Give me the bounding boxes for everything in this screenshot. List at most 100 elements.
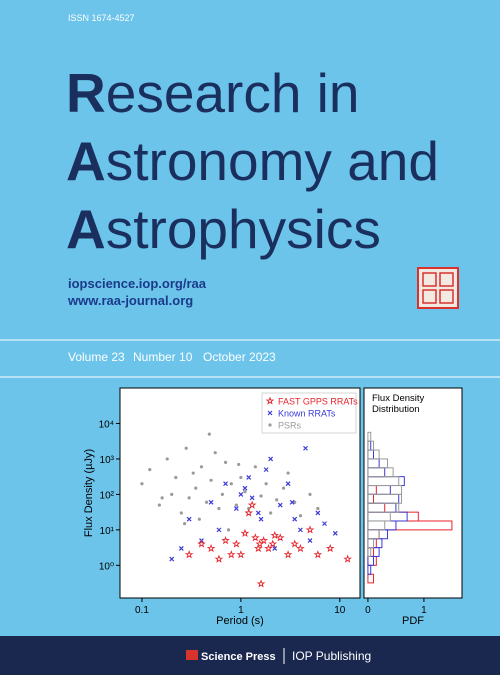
point	[160, 496, 164, 500]
point	[233, 506, 239, 511]
point	[184, 446, 188, 450]
hist-area	[363, 387, 463, 599]
point	[226, 550, 236, 559]
title-initial: A	[66, 198, 106, 260]
link: iopscience.iop.org/raa	[68, 276, 207, 291]
point	[209, 478, 213, 482]
point	[207, 432, 211, 436]
seal-glyph	[439, 289, 454, 304]
point	[214, 554, 224, 563]
point	[308, 492, 312, 497]
point	[229, 482, 233, 486]
x-axis-label: Period (s)	[216, 615, 264, 627]
point	[268, 539, 278, 548]
point	[179, 511, 183, 515]
issn: ISSN 1674-4527	[68, 13, 135, 23]
y-tick-label: 10¹	[100, 526, 115, 537]
point	[217, 506, 221, 511]
point	[183, 522, 187, 526]
point	[223, 460, 228, 464]
footer-logo	[186, 650, 198, 660]
point	[204, 500, 209, 504]
point	[332, 530, 338, 536]
legend-box	[261, 392, 357, 434]
footer-band	[0, 636, 500, 675]
point	[265, 396, 275, 405]
point	[187, 496, 191, 500]
point	[237, 462, 241, 467]
seal	[417, 267, 459, 309]
point	[289, 499, 295, 505]
point	[259, 536, 269, 545]
point	[251, 533, 260, 542]
y-tick-label: 10³	[100, 455, 115, 466]
x-axis-label: PDF	[402, 615, 424, 627]
hist-bin	[367, 431, 372, 442]
point	[255, 510, 261, 516]
point	[178, 545, 184, 551]
hist-title: Flux Density	[372, 393, 425, 404]
point	[303, 445, 308, 451]
legend-label: FAST GPPS RRATs	[278, 397, 358, 407]
point	[298, 527, 303, 533]
point	[272, 545, 278, 551]
issue-number: Number 10	[133, 350, 193, 364]
point	[322, 521, 327, 527]
x-tick-label: 0	[365, 605, 371, 616]
title-initial: R	[66, 62, 106, 124]
y-axis-label: Flux Density (µJy)	[83, 449, 95, 537]
point	[197, 539, 206, 548]
footer-publisher: Science Press	[201, 651, 276, 663]
point	[313, 550, 323, 559]
footer-publisher: IOP Publishing	[292, 649, 371, 663]
point	[246, 475, 252, 480]
point	[242, 485, 248, 491]
point	[221, 536, 230, 545]
point	[199, 465, 204, 469]
legend-label: PSRs	[278, 421, 302, 431]
point	[292, 516, 298, 522]
y-tick-label: 10²	[100, 490, 115, 501]
title-line: Astrophysics	[66, 198, 381, 260]
point	[283, 550, 293, 559]
title-rest: stronomy and	[106, 130, 439, 192]
point	[253, 543, 263, 553]
point	[184, 550, 194, 559]
point	[296, 543, 305, 553]
point	[174, 475, 178, 480]
y-tick-label: 10⁴	[99, 419, 114, 430]
point	[298, 514, 303, 518]
title-line: Astronomy and	[66, 130, 439, 192]
point	[226, 528, 231, 532]
point	[275, 498, 279, 502]
x-tick-label: 1	[421, 605, 427, 616]
point	[315, 510, 321, 516]
seal-glyph	[422, 289, 437, 304]
seal-glyph	[439, 272, 454, 287]
point	[316, 506, 320, 511]
figure: 0.1 1 10 10⁰ 10¹ 10² 10³ 10⁴ Period (s) Flux Dens…	[83, 387, 463, 627]
x-tick-label: 10	[334, 605, 346, 616]
point	[256, 579, 266, 588]
point	[275, 533, 285, 542]
point	[140, 482, 144, 486]
point	[240, 528, 250, 537]
point	[264, 543, 273, 553]
point	[277, 502, 283, 508]
point	[216, 527, 222, 533]
point	[268, 423, 272, 427]
point	[343, 554, 352, 563]
point	[232, 539, 241, 548]
point	[267, 410, 273, 416]
point	[270, 530, 280, 540]
link: www.raa-journal.org	[67, 293, 193, 308]
point	[264, 482, 268, 486]
point	[269, 511, 273, 515]
point	[244, 508, 254, 517]
point	[249, 495, 255, 501]
y-tick-label: 10⁰	[99, 561, 114, 572]
point	[238, 491, 244, 497]
x-tick-label: 0.1	[135, 605, 149, 616]
point	[281, 486, 286, 490]
